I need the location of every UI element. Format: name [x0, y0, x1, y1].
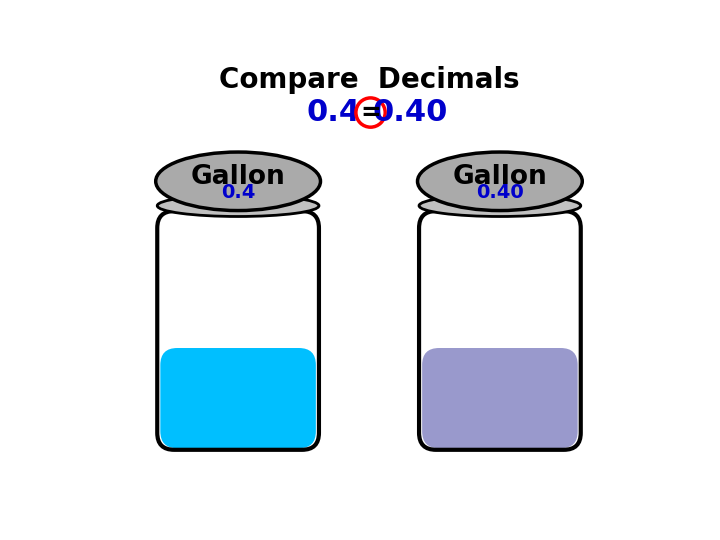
Circle shape	[356, 98, 385, 127]
FancyBboxPatch shape	[157, 211, 319, 450]
Text: 0.4: 0.4	[221, 183, 256, 201]
Ellipse shape	[157, 195, 319, 217]
Ellipse shape	[419, 195, 581, 217]
FancyBboxPatch shape	[419, 211, 581, 450]
Text: Gallon: Gallon	[191, 164, 285, 190]
Ellipse shape	[418, 152, 582, 211]
Text: 0.4: 0.4	[307, 98, 361, 127]
Text: Compare  Decimals: Compare Decimals	[219, 66, 519, 94]
FancyBboxPatch shape	[422, 348, 577, 448]
Text: =: =	[360, 100, 381, 125]
Text: 0.40: 0.40	[373, 98, 449, 127]
Ellipse shape	[156, 152, 320, 211]
Text: 0.40: 0.40	[476, 183, 523, 201]
FancyBboxPatch shape	[161, 348, 316, 448]
Text: Gallon: Gallon	[453, 164, 547, 190]
